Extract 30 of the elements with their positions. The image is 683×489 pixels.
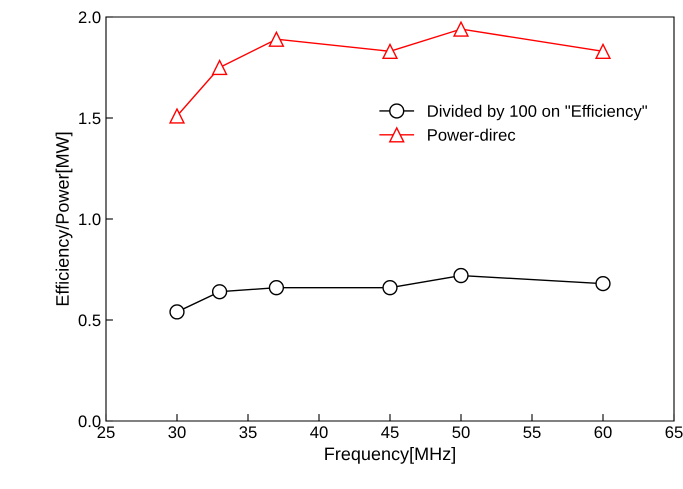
x-tick-label: 30 [168,426,186,438]
x-axis-title: Frequency[MHz] [325,446,455,464]
x-tick-label: 55 [523,426,541,438]
point [169,108,185,124]
x-tick-label: 60 [594,426,612,438]
point [453,268,469,284]
y-tick-label: 0.0 [78,415,100,428]
x-tick-label: 40 [310,426,328,438]
x-tick-label: 65 [666,426,683,438]
legend-label: Power-direc [428,128,516,141]
point [212,284,228,300]
point [268,280,284,296]
point [169,304,185,320]
y-tick-label: 1.0 [79,213,100,226]
point [595,44,611,59]
legend-label: Divided by 100 on "Efficiency" [428,104,647,120]
x-tick-label: 25 [98,426,115,438]
point [382,44,398,59]
point [268,32,284,47]
point [595,276,611,292]
y-tick-label: 2.0 [78,11,100,24]
x-tick-label: 35 [239,426,257,438]
point [212,60,228,76]
x-tick-label: 45 [381,426,399,438]
y-tick-label: 0.5 [78,314,100,326]
y-tick-label: 1.5 [79,112,100,124]
point [453,21,469,37]
x-tick-label: 50 [452,426,470,438]
point [382,280,398,296]
y-axis-title: Efficiency/Power[MW] [56,132,72,306]
